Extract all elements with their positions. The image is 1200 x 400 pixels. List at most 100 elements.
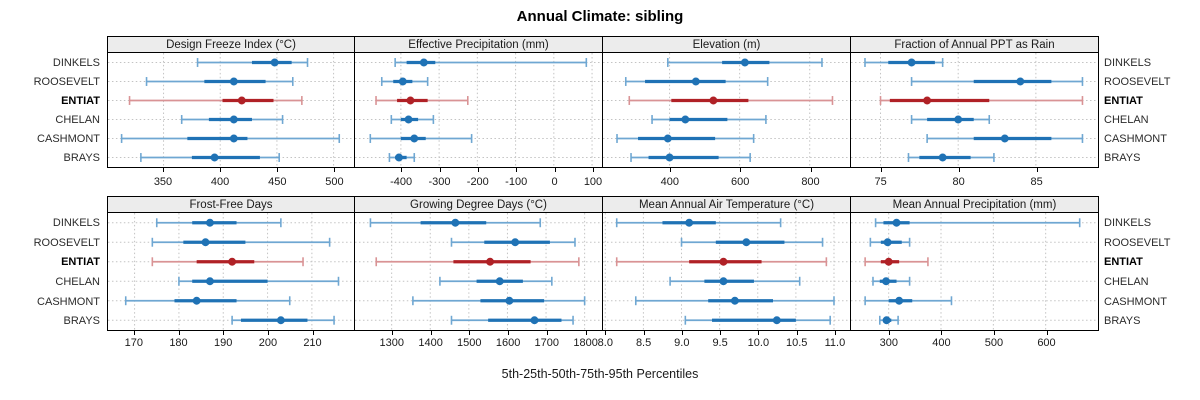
median-dot (229, 77, 238, 86)
series-row-roosevelt (450, 237, 576, 247)
median-dot (681, 115, 690, 124)
x-axis-tick-label: 1400 (418, 337, 443, 349)
site-label-right: ENTIAT (1104, 94, 1143, 107)
series-row-dinkels (394, 58, 588, 67)
x-axis-tick (888, 331, 890, 335)
x-axis-tick (585, 331, 587, 335)
x-axis-tick-label: 85 (1030, 176, 1043, 188)
strip-title: Mean Annual Air Temperature (°C) (638, 198, 815, 211)
x-axis-tick-label: -300 (428, 176, 451, 188)
series-row-chelan (390, 115, 435, 124)
x-axis-tick-label: 800 (801, 176, 820, 188)
x-axis-tick (133, 331, 135, 335)
median-dot (742, 238, 751, 247)
panel-plot-area (603, 213, 850, 330)
series-row-dinkels (155, 218, 282, 228)
x-axis-tick (941, 331, 943, 335)
site-label-left: CHELAN (55, 114, 100, 127)
x-axis-title: 5th-25th-50th-75th-95th Percentiles (501, 367, 699, 381)
median-dot (663, 134, 672, 143)
x-axis-tick (430, 331, 432, 335)
panel-strip: Design Freeze Index (°C) (107, 36, 355, 53)
x-axis-tick (554, 168, 556, 172)
median-dot (210, 153, 219, 162)
panel-plot-area (851, 53, 1098, 167)
x-axis-tick (1036, 168, 1038, 172)
median-dot (907, 58, 916, 67)
median-dot (923, 96, 932, 105)
x-axis-tick-label: 180 (169, 337, 188, 349)
median-dot (530, 316, 539, 325)
x-axis-tick-label: 200 (258, 337, 278, 349)
median-dot (954, 115, 963, 124)
x-axis-tick-label: 1800 (573, 337, 598, 349)
x-axis-tick (477, 168, 479, 172)
x-axis-tick-label: -200 (466, 176, 489, 188)
series-row-chelan (669, 276, 801, 286)
median-dot (1000, 134, 1009, 143)
median-dot (192, 296, 201, 305)
site-label-left: ROOSEVELT (33, 75, 100, 88)
panel-strip: Growing Degree Days (°C) (355, 196, 603, 213)
strip-title: Mean Annual Precipitation (mm) (892, 198, 1057, 211)
series-row-chelan (910, 115, 991, 124)
x-axis-tick (605, 331, 607, 335)
x-axis-tick-label: 75 (874, 176, 887, 188)
median-dot (410, 134, 419, 143)
median-dot (772, 316, 781, 325)
x-axis-tick (312, 331, 314, 335)
x-axis-tick (223, 331, 225, 335)
series-row-brays (630, 153, 751, 162)
x-axis-tick (740, 168, 742, 172)
site-label-right: BRAYS (1104, 315, 1141, 328)
median-dot (505, 296, 514, 305)
x-axis-tick-label: 9.0 (674, 337, 690, 349)
panel (107, 213, 355, 331)
strip-title: Elevation (m) (692, 38, 761, 51)
series-row-cashmont (120, 134, 341, 143)
median-dot (201, 238, 210, 247)
series-row-brays (388, 153, 416, 162)
series-row-cashmont (634, 296, 835, 306)
median-dot (719, 277, 728, 286)
series-row-roosevelt (680, 237, 824, 247)
series-row-cashmont (926, 134, 1084, 143)
x-axis-tick-label: 450 (268, 176, 287, 188)
median-dot (511, 238, 520, 247)
strip-title: Fraction of Annual PPT as Rain (894, 38, 1055, 51)
x-axis-tick (796, 331, 798, 335)
x-axis-tick-label: 500 (984, 337, 1004, 349)
site-label-left: CHELAN (55, 275, 100, 288)
series-row-brays (684, 315, 831, 325)
panel-strip: Effective Precipitation (mm) (355, 36, 603, 53)
x-axis-tick-label: 300 (879, 337, 898, 349)
median-dot (276, 316, 285, 325)
x-axis-tick (178, 331, 180, 335)
site-label-left: CASHMONT (37, 295, 100, 308)
median-dot (938, 153, 947, 162)
x-axis-tick-label: 100 (583, 176, 603, 188)
site-label-right: CHELAN (1104, 275, 1149, 288)
x-axis-tick-label: 400 (210, 176, 230, 188)
series-row-cashmont (124, 296, 291, 306)
median-dot (882, 277, 891, 286)
series-row-roosevelt (624, 77, 769, 86)
x-axis-tick (958, 168, 960, 172)
median-dot (691, 77, 700, 86)
panel-plot-area (355, 213, 602, 330)
series-row-chelan (180, 115, 284, 124)
median-dot (228, 257, 237, 266)
x-axis-tick (593, 168, 594, 172)
panel (851, 213, 1099, 331)
panel-plot-area (108, 213, 354, 330)
panel-strip: Frost-Free Days (107, 196, 355, 213)
site-label-left: CASHMONT (37, 133, 100, 146)
panel-plot-area (355, 53, 602, 167)
x-axis-tick (546, 331, 548, 335)
site-label-left: ENTIAT (61, 256, 100, 269)
median-dot (895, 296, 904, 305)
median-dot (404, 115, 413, 124)
panel (851, 53, 1099, 168)
median-dot (685, 218, 694, 227)
chart-title: Annual Climate: sibling (516, 8, 684, 25)
